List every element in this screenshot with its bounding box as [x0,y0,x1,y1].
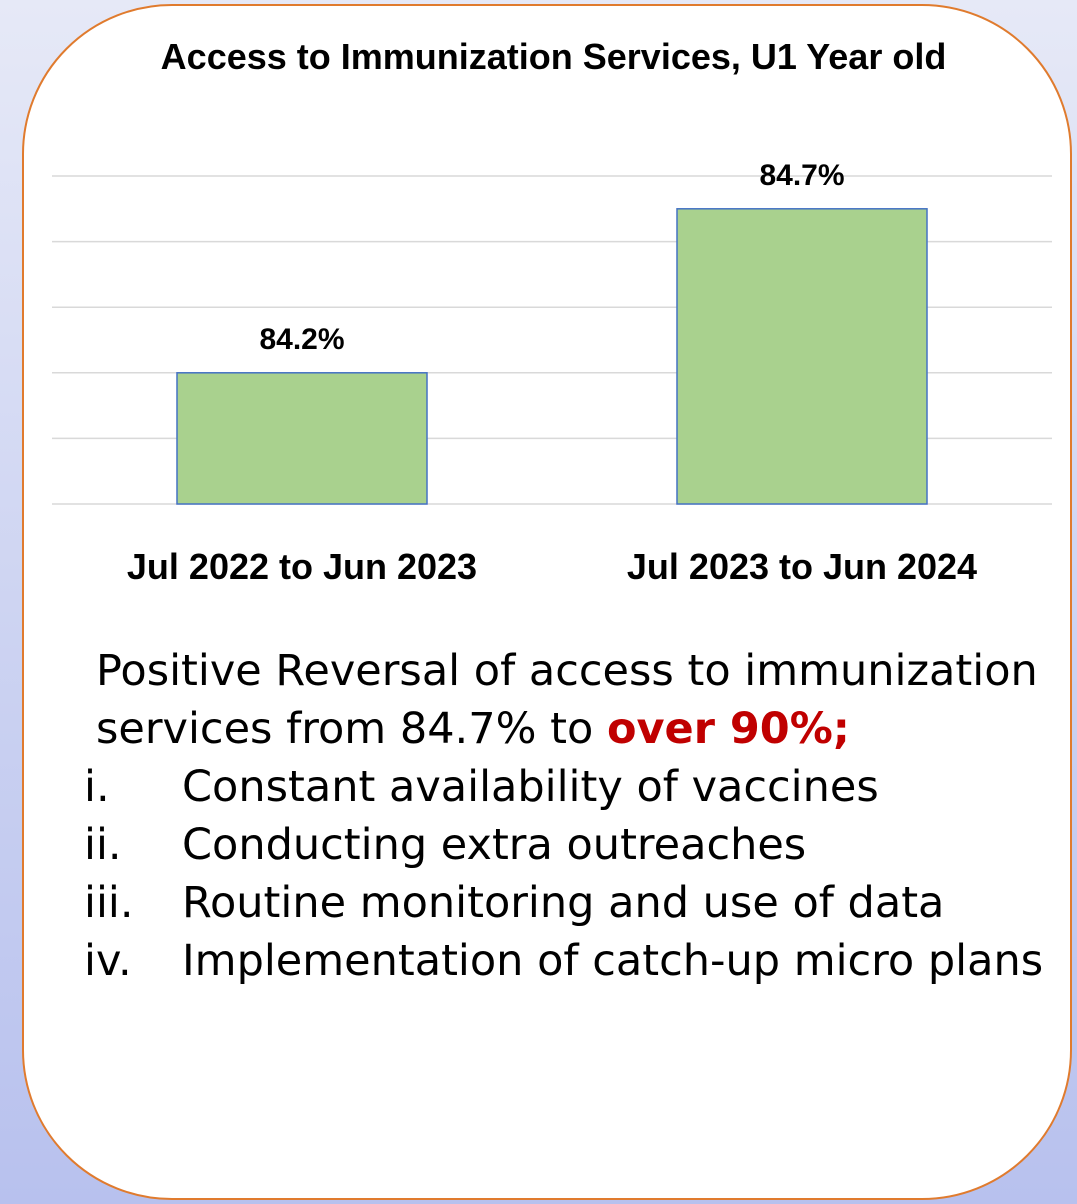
intro-highlight: over 90%; [606,704,850,754]
reason-item: iii. Routine monitoring and use of data [84,874,1056,932]
data-label: 84.7% [759,159,844,192]
summary-text: Positive Reversal of access to immunizat… [84,642,1056,990]
reason-text: Constant availability of vaccines [182,762,879,812]
summary-intro: Positive Reversal of access to immunizat… [96,642,1056,758]
reason-item: ii. Conducting extra outreaches [84,816,1056,874]
chart-title: Access to Immunization Services, U1 Year… [160,36,947,77]
reason-number: iii. [84,878,134,928]
bars [176,208,928,505]
x-tick-label: Jul 2023 to Jun 2024 [627,546,977,587]
reason-text: Conducting extra outreaches [182,820,807,870]
reason-item: i. Constant availability of vaccines [84,758,1056,816]
reasons-list: i. Constant availability of vaccines ii. C… [84,758,1056,990]
reason-text: Implementation of catch-up micro plans [182,936,1044,986]
bar [176,372,428,505]
content-card [22,4,1072,1200]
reason-text: Routine monitoring and use of data [182,878,945,928]
x-tick-label: Jul 2022 to Jun 2023 [127,546,477,587]
bar-chart: 84.2% 84.7% Jul 2022 to Jun 2023 Jul 2023 … [52,159,1052,587]
x-axis-ticks: Jul 2022 to Jun 2023 Jul 2023 to Jun 2024 [127,546,977,587]
bar [676,208,928,505]
reason-item: iv. Implementation of catch-up micro plan… [84,932,1056,990]
reason-number: ii. [84,820,122,870]
intro-text: Positive Reversal of access to immunizat… [96,646,1038,754]
reason-number: i. [84,762,110,812]
reason-number: iv. [84,936,132,986]
data-label: 84.2% [259,323,344,356]
data-labels: 84.2% 84.7% [259,159,844,356]
